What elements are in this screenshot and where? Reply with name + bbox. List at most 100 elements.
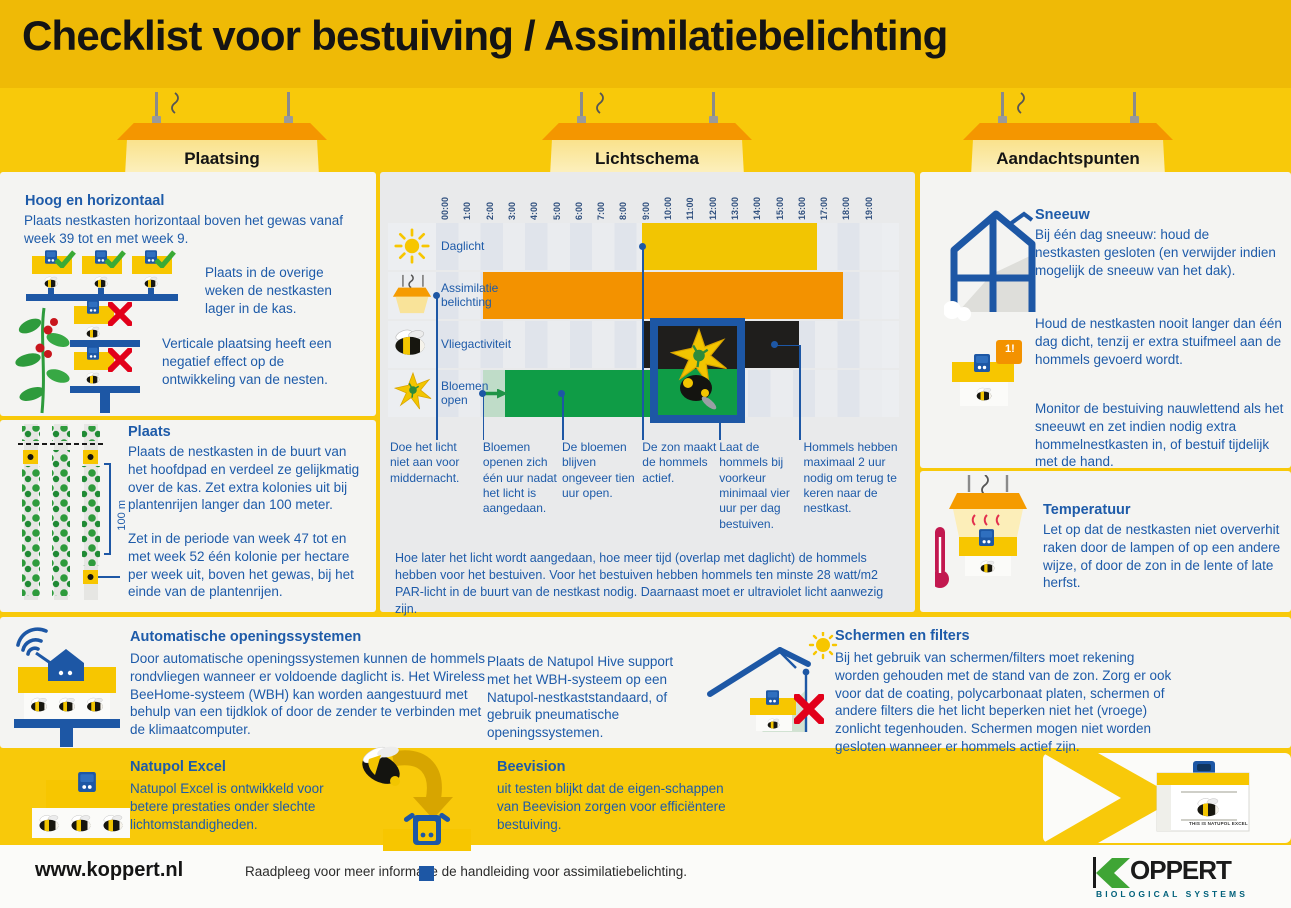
- text-hive-support: Plaats de Natupol Hive support met het W…: [487, 654, 674, 741]
- annotation-dot: [479, 390, 487, 397]
- lamp-cap: [1130, 116, 1139, 124]
- greenhouse-icon: [944, 210, 1036, 321]
- distance-label: 100 m: [116, 500, 128, 531]
- annotation-dot: [638, 243, 646, 250]
- text-sneeuw-p1: Bij één dag sneeuw: houd de nestkasten g…: [1035, 227, 1276, 278]
- timeline-footnote: Hoe later het licht wordt aangedaan, hoe…: [395, 551, 884, 616]
- lamp-wire: [1133, 92, 1136, 122]
- page-title: Checklist voor bestuiving / Assimilatieb…: [22, 12, 948, 59]
- lamp-cap: [284, 116, 293, 124]
- time-tick: 13:00: [729, 196, 740, 220]
- lamp-cap: [152, 116, 161, 124]
- time-tick: 16:00: [796, 196, 807, 220]
- wbh-system-icon: [14, 627, 120, 747]
- annotation-line: [774, 344, 800, 347]
- timeline-annotation: De zon maakt de hommels actief.: [642, 440, 717, 485]
- time-tick: 18:00: [841, 196, 852, 220]
- arrow-right-icon: [483, 388, 508, 399]
- text-plaats-p1: Plaats de nestkasten in de buurt van het…: [128, 444, 360, 513]
- lamp-wire: [580, 92, 583, 122]
- website-link[interactable]: www.koppert.nl: [35, 859, 184, 881]
- heading-natupol-excel: Natupol Excel: [130, 759, 226, 775]
- closed-nestbox-icon: [952, 340, 1022, 406]
- heading-plaats: Plaats: [128, 424, 171, 440]
- row-label-vliegactiviteit: Vliegactiviteit: [441, 337, 512, 351]
- annotation-dot: [432, 292, 440, 299]
- lamp-wire: [287, 92, 290, 122]
- text-beevision: uit testen blijkt dat de eigen-schappen …: [497, 781, 726, 832]
- time-tick: 19:00: [863, 196, 874, 220]
- time-tick: 11:00: [685, 197, 696, 220]
- roof-shade-icon: [707, 632, 838, 732]
- annotation-dot: [558, 390, 566, 397]
- timeline-row-band: [388, 272, 899, 319]
- logo-bar: [1093, 857, 1096, 888]
- time-tick: 15:00: [774, 196, 785, 220]
- section-title-lichtschema: Lichtschema: [595, 149, 699, 168]
- text-plaats-p2: Zet in de periode van week 47 tot en met…: [128, 531, 354, 600]
- timeline-annotation: Doe het licht niet aan voor middernacht.: [390, 440, 460, 485]
- cord-icon: [596, 92, 604, 114]
- panel-systemen: Automatische openingssystemen Door autom…: [0, 617, 1291, 754]
- row-label-bloemen: Bloemen open: [441, 379, 489, 407]
- timeline-annotation: Hommels hebben maximaal 2 uur nodig om t…: [803, 440, 898, 516]
- cord-icon: [1017, 92, 1025, 114]
- annotation-line: [642, 246, 644, 440]
- text-hoog-p1: Plaats nestkasten horizontaal boven het …: [24, 213, 343, 246]
- lamp-cap: [998, 116, 1007, 124]
- text-sneeuw-p2: Houd de nestkasten nooit langer dan één …: [1035, 316, 1282, 367]
- logo-subtitle: BIOLOGICAL SYSTEMS: [1096, 889, 1248, 899]
- text-schermen: Bij het gebruik van schermen/filters moe…: [835, 650, 1172, 755]
- cord-icon: [171, 92, 179, 114]
- lamp-glow: Plaatsing: [125, 140, 319, 176]
- time-tick: 4:00: [529, 201, 540, 220]
- heading-sneeuw: Sneeuw: [1035, 207, 1090, 223]
- time-tick: 9:00: [640, 201, 651, 220]
- time-tick: 2:00: [484, 201, 495, 220]
- bee-flower-photo: [650, 318, 745, 423]
- time-tick: 7:00: [596, 201, 607, 220]
- panel-plaats: 100 m Plaats Plaats de nestkasten in de …: [0, 420, 376, 612]
- timeline-bar: [482, 272, 843, 319]
- time-tick: 17:00: [819, 196, 830, 220]
- heading-schermen: Schermen en filters: [835, 628, 970, 644]
- section-title-plaatsing: Plaatsing: [184, 149, 260, 168]
- time-tick: 1:00: [462, 201, 473, 220]
- koppert-chevron-icon: [1096, 858, 1130, 888]
- text-hoog-p3: Verticale plaatsing heeft een negatief e…: [162, 336, 332, 387]
- sun-icon: [394, 228, 430, 264]
- section-title-aandachtspunten: Aandachtspunten: [996, 149, 1140, 168]
- rows-illustration: [18, 424, 120, 600]
- lamp-plaatsing: Plaatsing: [117, 90, 327, 176]
- lamp-icon: [392, 274, 432, 314]
- lamp-cap: [577, 116, 586, 124]
- text-hoog-p2: Plaats in de overige weken de nestkasten…: [205, 265, 332, 316]
- time-tick: 8:00: [618, 201, 629, 220]
- lamp-shade: [542, 123, 752, 140]
- timeline-bar: [642, 223, 818, 270]
- heading-hoog-horizontaal: Hoog en horizontaal: [25, 193, 165, 209]
- title-banner: Checklist voor bestuiving / Assimilatieb…: [0, 0, 1291, 88]
- lamp-wire: [155, 92, 158, 122]
- bee-icon: [390, 328, 430, 356]
- lamp-lichtschema: Lichtschema: [542, 90, 752, 176]
- panel-temperatuur: Temperatuur Let op dat de nestkasten nie…: [920, 471, 1291, 612]
- alert-badge: 1!: [1005, 343, 1015, 355]
- heading-temperatuur: Temperatuur: [1043, 502, 1131, 518]
- time-tick: 6:00: [573, 201, 584, 220]
- time-tick: 5:00: [551, 201, 562, 220]
- footer: www.koppert.nl Raadpleeg voor meer infor…: [0, 845, 1291, 908]
- time-tick: 3:00: [506, 201, 517, 220]
- footer-note: Raadpleeg voor meer informatie de handle…: [245, 864, 687, 879]
- timeline-annotation: Laat de hommels bij voorkeur minimaal vi…: [719, 440, 790, 531]
- text-sneeuw-p3: Monitor de bestuiving nauwlettend als he…: [1035, 401, 1284, 470]
- text-openingssystemen: Door automatische openingssystemen kunne…: [130, 651, 485, 738]
- beevision-illustration: [362, 746, 471, 881]
- lamp-shade: [963, 123, 1173, 140]
- annotation-dot: [771, 341, 779, 348]
- timeline-annotation: Bloemen openen zich één uur nadat het li…: [482, 440, 557, 516]
- annotation-line: [482, 393, 485, 440]
- panel-hoog-horizontaal: Hoog en horizontaal Plaats nestkasten ho…: [0, 172, 376, 416]
- row-label-daglicht: Daglicht: [441, 239, 485, 253]
